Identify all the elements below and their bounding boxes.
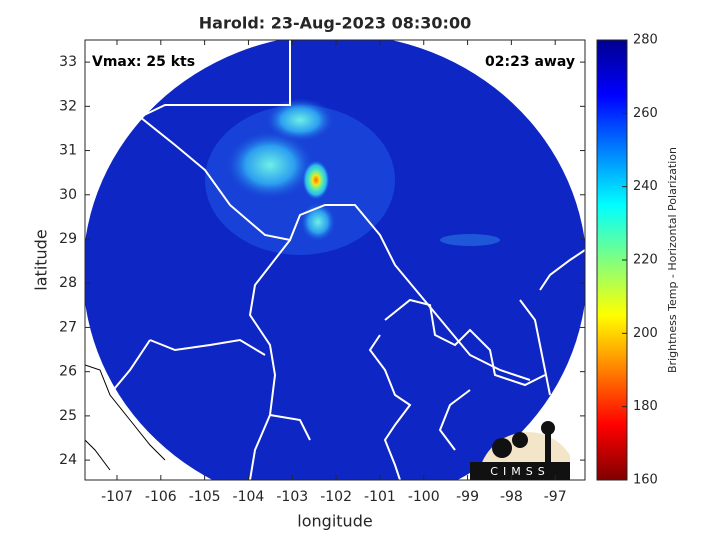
- logo: CIMSS: [470, 421, 570, 480]
- x-axis-label: longitude: [297, 512, 372, 531]
- convection-core: [302, 160, 330, 200]
- y-tick-label: 33: [59, 54, 77, 70]
- x-tick-label: -103: [276, 489, 308, 505]
- x-tick-label: -107: [101, 489, 133, 505]
- y-tick-label: 31: [59, 143, 77, 159]
- x-tick-label: -98: [500, 489, 523, 505]
- colorbar-tick-label: 200: [633, 326, 658, 341]
- x-tick-label: -105: [189, 489, 221, 505]
- x-tick-label: -99: [456, 489, 479, 505]
- x-tick-label: -102: [320, 489, 352, 505]
- x-tick-label: -104: [233, 489, 265, 505]
- colorbar-tick-label: 180: [633, 399, 658, 414]
- axes-frame: [84, 39, 586, 481]
- y-tick-label: 24: [59, 452, 77, 468]
- x-tick-label: -106: [145, 489, 177, 505]
- y-tick-label: 25: [59, 408, 77, 424]
- y-tick-label: 27: [59, 319, 77, 335]
- logo-text: CIMSS: [490, 465, 549, 478]
- colorbar-tick-label: 240: [633, 179, 658, 194]
- x-tick-label: -100: [408, 489, 440, 505]
- annotation: 02:23 away: [485, 54, 575, 70]
- colorbar-tick-label: 220: [633, 253, 658, 268]
- y-tick-label: 30: [59, 187, 77, 203]
- x-tick-label: -97: [544, 489, 567, 505]
- colorbar-label: Brightness Temp - Horizontal Polarizatio…: [666, 147, 679, 373]
- swath: [85, 40, 585, 480]
- colorbar-tick-label: 280: [633, 33, 658, 48]
- map-image: [85, 40, 585, 480]
- outer-borders: [85, 364, 166, 471]
- y-tick-label: 32: [59, 98, 77, 114]
- y-tick-label: 26: [59, 364, 77, 380]
- y-tick-label: 28: [59, 275, 77, 291]
- cloud-band: [225, 130, 315, 200]
- y-axis-label: latitude: [32, 229, 51, 290]
- annotation: Vmax: 25 kts: [92, 54, 195, 70]
- cloud-band: [440, 234, 500, 246]
- colorbar-tick-label: 160: [633, 473, 658, 488]
- cloud-band: [265, 98, 335, 142]
- colorbar-tick-label: 260: [633, 106, 658, 121]
- chart-title: Harold: 23-Aug-2023 08:30:00: [199, 14, 471, 33]
- borders: [85, 40, 585, 480]
- y-tick-label: 29: [59, 231, 77, 247]
- x-tick-label: -101: [364, 489, 396, 505]
